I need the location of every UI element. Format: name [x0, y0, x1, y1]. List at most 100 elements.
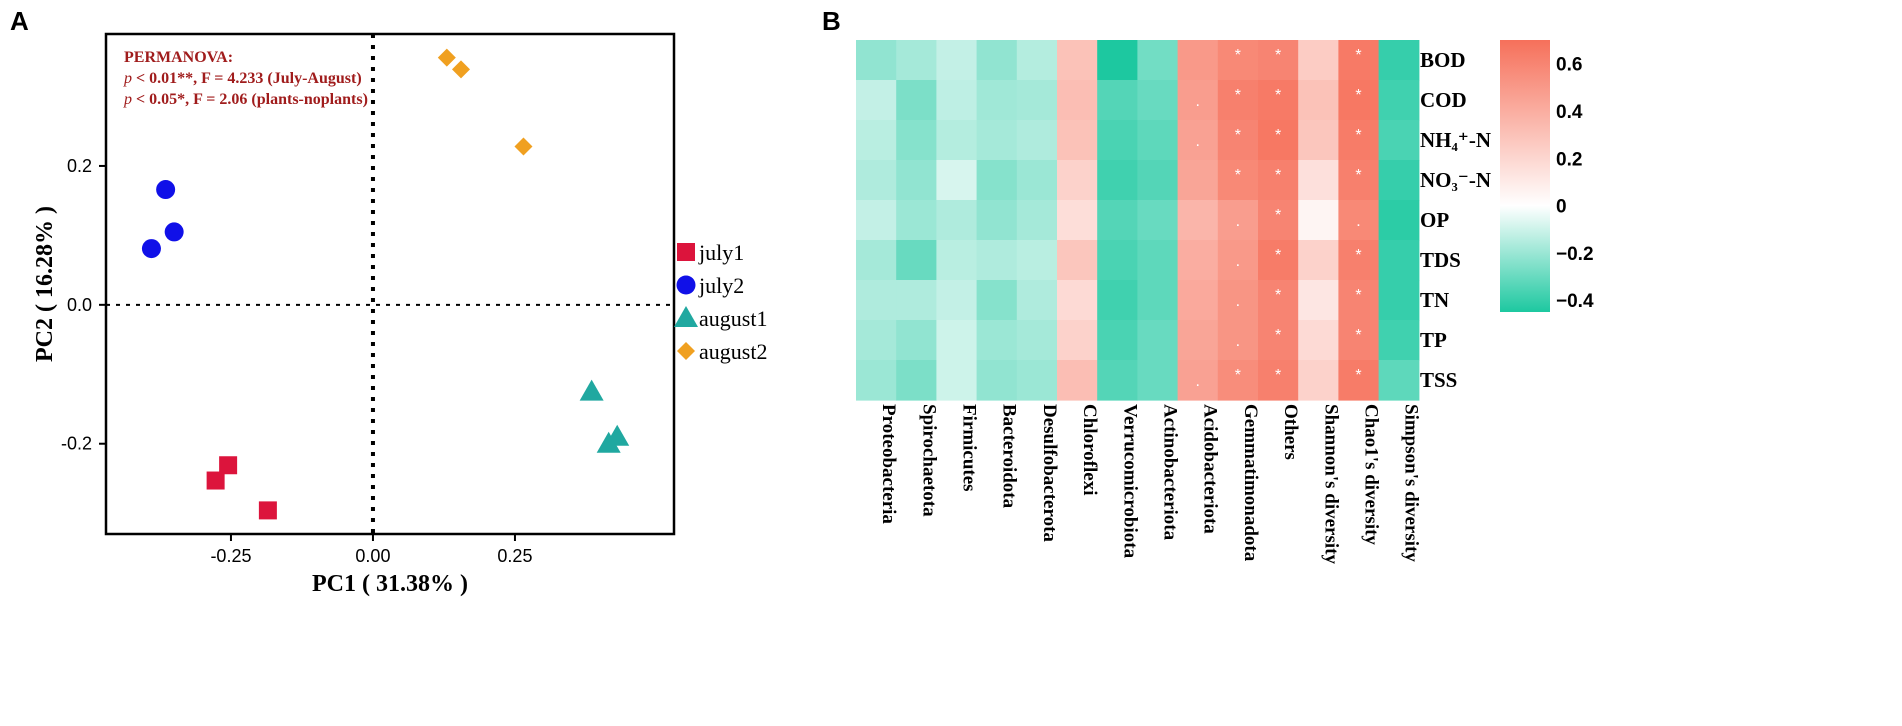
heatmap-cell	[1378, 320, 1420, 361]
heatmap-cell	[1217, 120, 1259, 161]
heatmap-cell	[1177, 160, 1219, 201]
significance-mark: *	[1275, 207, 1281, 224]
column-label: Proteobacteria	[878, 404, 899, 524]
colorbar-tick-label: 0.4	[1556, 102, 1583, 123]
heatmap-cell	[936, 280, 978, 321]
heatmap-cell	[1057, 320, 1098, 361]
row-label: BOD	[1420, 48, 1466, 72]
row-label: TP	[1420, 328, 1447, 352]
legend-label-august2: august2	[699, 339, 767, 364]
heatmap-cell	[1298, 360, 1339, 401]
row-label: TSS	[1420, 368, 1457, 392]
heatmap-cell	[1378, 160, 1420, 201]
row-label: TDS	[1420, 248, 1461, 272]
heatmap-cell	[1057, 80, 1098, 121]
heatmap-cell	[1016, 40, 1058, 81]
heatmap-cell	[1057, 120, 1098, 161]
heatmap-cell	[1378, 120, 1420, 161]
heatmap-cell	[1137, 200, 1179, 241]
heatmap-cell	[1298, 80, 1339, 121]
p-symbol: p	[123, 70, 132, 87]
heatmap-cell	[936, 40, 978, 81]
august1-point	[579, 379, 604, 401]
significance-mark: .	[1236, 253, 1240, 270]
row-label: OP	[1420, 208, 1449, 232]
column-label: Chloroflexi	[1079, 404, 1100, 495]
heatmap-cell	[1016, 280, 1058, 321]
heatmap-cell	[856, 360, 897, 401]
p-symbol: p	[123, 91, 132, 108]
significance-mark: *	[1275, 87, 1281, 104]
heatmap-cell	[1378, 40, 1420, 81]
legend-marker-july2	[676, 275, 696, 295]
heatmap-cell	[856, 120, 897, 161]
y-axis-title: PC2 ( 16.28% )	[32, 206, 58, 362]
significance-mark: *	[1355, 167, 1361, 184]
column-label: Simpson's diversity	[1401, 404, 1422, 562]
heatmap-cell	[1217, 200, 1259, 241]
heatmap-cell	[976, 320, 1018, 361]
heatmap-cell	[1258, 160, 1299, 201]
significance-mark: *	[1355, 327, 1361, 344]
heatmap-cell	[856, 240, 897, 281]
heatmap-cell	[1338, 280, 1380, 321]
heatmap-cell	[1258, 360, 1299, 401]
heatmap-cell	[896, 200, 937, 241]
significance-mark: *	[1355, 87, 1361, 104]
july2-point	[141, 239, 161, 259]
row-label: NO₃⁻-N	[1420, 168, 1491, 192]
panel-label-a: A	[10, 6, 29, 36]
heatmap-cell	[1016, 200, 1058, 241]
heatmap-cell	[896, 160, 937, 201]
panel-label-b: B	[822, 6, 841, 36]
heatmap-cell	[1378, 200, 1420, 241]
legend-marker-july1	[677, 243, 695, 261]
heatmap-cell	[1137, 40, 1179, 81]
significance-mark: *	[1355, 367, 1361, 384]
july1-point	[206, 471, 225, 490]
significance-mark: .	[1236, 293, 1240, 310]
heatmap-cell	[1057, 280, 1098, 321]
heatmap-cell	[1258, 40, 1299, 81]
heatmap-cell	[1177, 280, 1219, 321]
heatmap-cell	[896, 120, 937, 161]
heatmap-cell	[1258, 200, 1299, 241]
heatmap-cell	[1137, 240, 1179, 281]
heatmap-cell	[936, 360, 978, 401]
heatmap-cell	[856, 40, 897, 81]
july1-point	[219, 456, 238, 475]
significance-mark: .	[1195, 133, 1199, 150]
heatmap-cell	[936, 320, 978, 361]
july2-point	[156, 180, 176, 200]
legend-label-july1: july1	[698, 240, 744, 265]
colorbar-tick-label: 0.2	[1556, 149, 1582, 170]
heatmap-cell	[1097, 120, 1138, 161]
heatmap-cell	[1057, 40, 1098, 81]
july2-point	[164, 222, 184, 242]
heatmap-cell	[1338, 320, 1380, 361]
heatmap-cell	[856, 200, 897, 241]
heatmap-cell	[1177, 200, 1219, 241]
permanova-stat: < 0.01**, F = 4.233 (July-August)	[132, 70, 362, 87]
heatmap-cell	[1097, 200, 1138, 241]
permanova-title: PERMANOVA:	[124, 49, 233, 66]
heatmap-cell	[936, 80, 978, 121]
significance-mark: *	[1275, 367, 1281, 384]
heatmap-cell	[976, 80, 1018, 121]
column-label: Shannon's diversity	[1320, 404, 1341, 564]
column-label: Desulfobacterota	[1039, 404, 1060, 542]
august1-point	[596, 431, 621, 453]
heatmap-cell	[1217, 280, 1259, 321]
significance-mark: *	[1235, 47, 1241, 64]
heatmap-cell	[1097, 160, 1138, 201]
july1-point	[258, 501, 277, 520]
x-tick-label: 0.25	[497, 546, 532, 566]
heatmap-cell	[896, 320, 937, 361]
heatmap-cell	[1097, 80, 1138, 121]
heatmap-cell	[976, 280, 1018, 321]
significance-mark: .	[1356, 213, 1360, 230]
significance-mark: *	[1275, 47, 1281, 64]
legend-label-august1: august1	[699, 306, 767, 331]
heatmap-cell	[1298, 320, 1339, 361]
significance-mark: *	[1275, 287, 1281, 304]
